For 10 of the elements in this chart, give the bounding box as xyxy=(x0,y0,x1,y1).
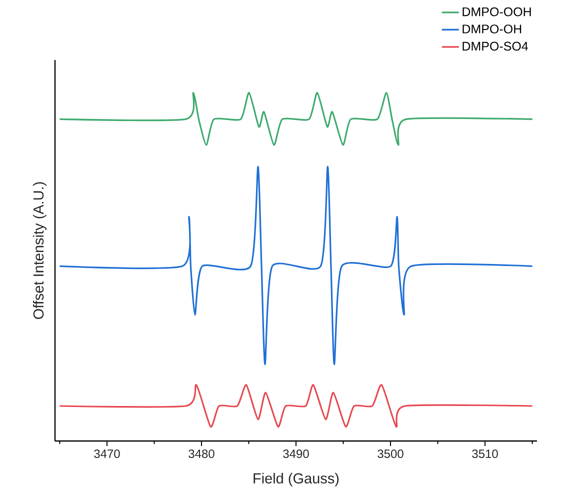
legend-label: DMPO-SO4 xyxy=(462,42,528,51)
x-tick-label: 3500 xyxy=(378,450,404,458)
x-tick-label: 3480 xyxy=(188,450,214,458)
y-axis-title: Offset Intensity (A.U.) xyxy=(32,182,46,319)
x-axis-title: Field (Gauss) xyxy=(254,472,339,486)
x-tick-label: 3470 xyxy=(94,450,120,458)
legend-label: DMPO-OH xyxy=(462,24,522,34)
x-tick-label: 3510 xyxy=(472,450,498,458)
x-tick-label: 3490 xyxy=(283,450,309,458)
legend-label: DMPO-OOH xyxy=(462,7,531,16)
